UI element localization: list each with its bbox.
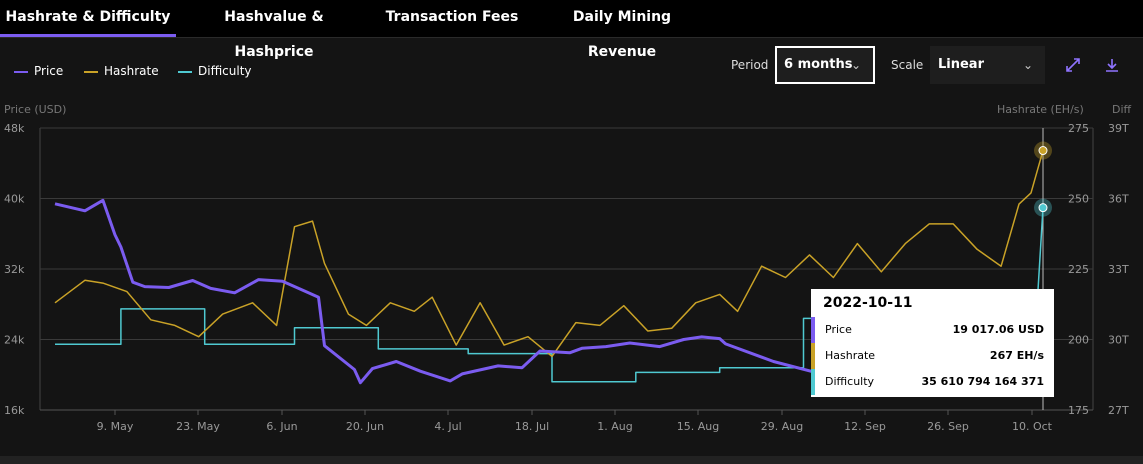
- x-tick-label: 18. Jul: [515, 420, 549, 433]
- difficulty-tick-label: 30T: [1108, 334, 1129, 347]
- scale-select[interactable]: Linear ⌄: [930, 46, 1045, 84]
- price-tick-label: 40k: [4, 193, 25, 206]
- chevron-down-icon: ⌄: [1022, 58, 1033, 72]
- hashrate-tick-label: 225: [1068, 263, 1089, 276]
- hover-halo-hashrate: [1034, 141, 1052, 160]
- tooltip-difficulty-label: Difficulty: [825, 375, 875, 388]
- hashrate-tick-label: 200: [1068, 334, 1089, 347]
- x-tick-label: 12. Sep: [844, 420, 886, 433]
- legend-difficulty[interactable]: Difficulty: [178, 64, 252, 78]
- tooltip-hashrate-label: Hashrate: [825, 349, 876, 362]
- tab-transaction-fees[interactable]: Transaction Fees: [385, 9, 519, 25]
- x-tick-label: 1. Aug: [597, 420, 632, 433]
- tab-hashrate-difficulty[interactable]: Hashrate & Difficulty: [0, 0, 176, 37]
- tooltip-date: 2022-10-11: [823, 295, 913, 311]
- legend-price-label: Price: [34, 64, 64, 78]
- tab-daily-mining-revenue[interactable]: Daily Mining Revenue: [572, 9, 672, 60]
- difficulty-tick-label: 36T: [1108, 193, 1129, 206]
- legend-hashrate[interactable]: Hashrate: [84, 64, 159, 78]
- difficulty-tick-label: 39T: [1108, 122, 1129, 135]
- difficulty-axis-title: Diff: [1112, 103, 1132, 116]
- difficulty-tick-label: 27T: [1108, 404, 1129, 417]
- x-tick-label: 9. May: [97, 420, 134, 433]
- x-tick-label: 20. Jun: [346, 420, 384, 433]
- legend-price-swatch: [14, 70, 28, 73]
- tooltip-row-price: Price 19 017.06 USD: [811, 317, 1054, 343]
- hashrate-axis-title: Hashrate (EH/s): [997, 103, 1084, 116]
- tab-bar: Hashrate & Difficulty Hashvalue & Hashpr…: [0, 0, 1143, 60]
- hover-halo-difficulty: [1034, 198, 1052, 217]
- legend-hashrate-label: Hashrate: [104, 64, 159, 78]
- x-tick-label: 4. Jul: [434, 420, 461, 433]
- chevron-down-icon: ⌄: [850, 58, 861, 72]
- x-tick-label: 15. Aug: [677, 420, 719, 433]
- scale-value: Linear: [938, 57, 984, 72]
- x-tick-label: 29. Aug: [761, 420, 803, 433]
- legend-hashrate-swatch: [84, 70, 98, 73]
- period-label: Period: [731, 58, 769, 72]
- x-tick-label: 23. May: [176, 420, 220, 433]
- tooltip-price-label: Price: [825, 323, 852, 336]
- tooltip-row-difficulty: Difficulty 35 610 794 164 371: [811, 369, 1054, 395]
- legend-difficulty-label: Difficulty: [198, 64, 252, 78]
- legend-difficulty-swatch: [178, 70, 192, 73]
- hover-marker-difficulty: [1038, 203, 1048, 213]
- tooltip-difficulty-value: 35 610 794 164 371: [921, 375, 1044, 388]
- hover-marker-hashrate: [1038, 146, 1048, 156]
- tooltip-row-hashrate: Hashrate 267 EH/s: [811, 343, 1054, 369]
- tab-hashvalue-hashprice[interactable]: Hashvalue & Hashprice: [224, 9, 324, 60]
- hashrate-tick-label: 250: [1068, 193, 1089, 206]
- tooltip: 2022-10-11 Price 19 017.06 USD Hashrate …: [811, 289, 1054, 397]
- price-tick-label: 48k: [4, 122, 25, 135]
- bottom-scrollbar[interactable]: [0, 456, 1143, 464]
- hashrate-tick-label: 275: [1068, 122, 1089, 135]
- expand-icon[interactable]: [1065, 57, 1081, 73]
- download-icon[interactable]: [1104, 57, 1120, 73]
- tooltip-hashrate-value: 267 EH/s: [989, 349, 1044, 362]
- scale-label: Scale: [891, 58, 924, 72]
- x-tick-label: 10. Oct: [1012, 420, 1053, 433]
- legend-price[interactable]: Price: [14, 64, 63, 78]
- price-tick-label: 24k: [4, 334, 25, 347]
- tooltip-price-value: 19 017.06 USD: [952, 323, 1044, 336]
- period-select[interactable]: 6 months ⌄: [775, 46, 875, 84]
- price-axis-title: Price (USD): [4, 103, 67, 116]
- price-tick-label: 32k: [4, 263, 25, 276]
- x-tick-label: 6. Jun: [266, 420, 297, 433]
- difficulty-tick-label: 33T: [1108, 263, 1129, 276]
- price-tick-label: 16k: [4, 404, 25, 417]
- x-tick-label: 26. Sep: [927, 420, 969, 433]
- hashrate-tick-label: 175: [1068, 404, 1089, 417]
- period-value: 6 months: [784, 57, 853, 72]
